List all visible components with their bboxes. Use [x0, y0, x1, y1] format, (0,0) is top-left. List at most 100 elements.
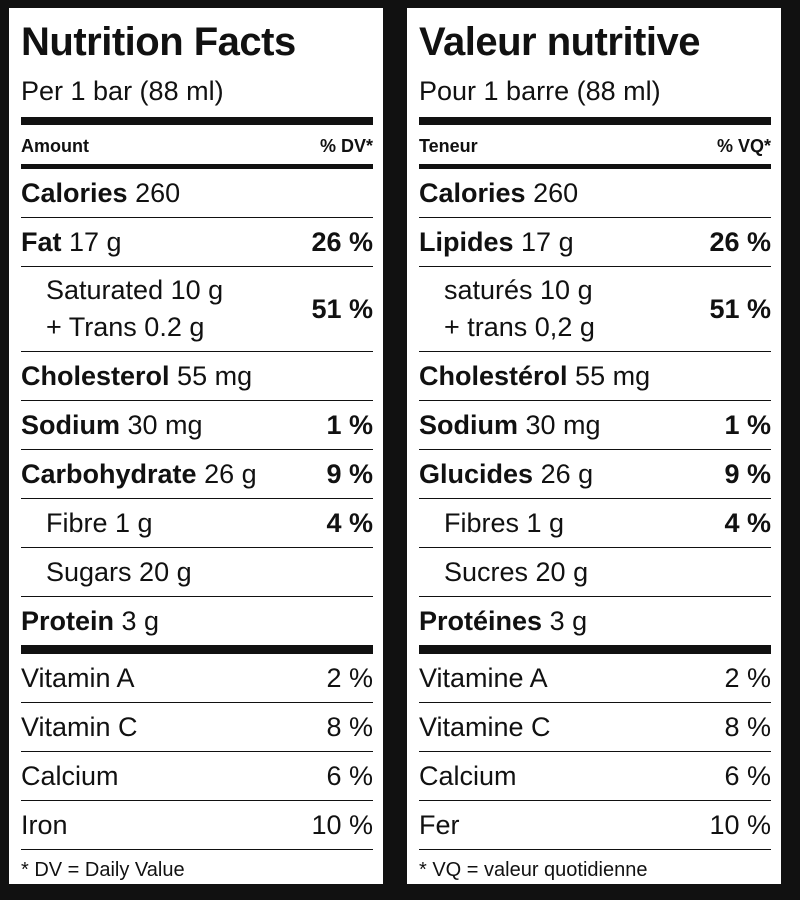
fibre-dv: 4 %	[724, 508, 771, 538]
carbohydrate-label: Carbohydrate	[21, 459, 197, 489]
sugars-row: Sugars 20 g	[21, 548, 373, 597]
fibre-dv: 4 %	[326, 508, 373, 538]
vitamin-name: Calcium	[21, 761, 119, 791]
cholesterol-label: Cholestérol	[419, 361, 568, 391]
carbohydrate-text: Carbohydrate 26 g	[21, 459, 257, 490]
calories-value: 260	[135, 178, 181, 208]
fat-amount: 17 g	[521, 227, 574, 257]
fibre-line: Fibres 1 g	[444, 508, 565, 538]
percent-dv-header: % VQ*	[716, 136, 771, 156]
vitamin-row: Vitamine A 2 %	[419, 654, 771, 703]
serving-size: Pour 1 barre (88 ml)	[419, 76, 661, 106]
sodium-amount: 30 mg	[525, 410, 601, 440]
amount-header: Amount	[21, 136, 89, 156]
carbohydrate-row: Carbohydrate 26 g 9 %	[21, 450, 373, 499]
saturated-trans-dv: 51 %	[709, 294, 771, 324]
vitamin-name: Vitamine A	[419, 663, 548, 693]
vitamin-row: Fer 10 %	[419, 801, 771, 850]
trans-line: + trans 0,2 g	[444, 312, 595, 342]
footnote: * DV = Daily Value	[21, 859, 185, 881]
sodium-amount: 30 mg	[127, 410, 203, 440]
protein-amount: 3 g	[121, 606, 160, 636]
vitamin-row: Iron 10 %	[21, 801, 373, 850]
percent-dv-header: % DV*	[319, 136, 373, 156]
sodium-row: Sodium 30 mg 1 %	[21, 401, 373, 450]
carbohydrate-dv: 9 %	[724, 459, 771, 489]
cholesterol-amount: 55 mg	[177, 361, 253, 391]
cholesterol-amount: 55 mg	[575, 361, 651, 391]
cholesterol-label: Cholesterol	[21, 361, 170, 391]
sodium-dv: 1 %	[326, 410, 373, 440]
medium-divider	[21, 164, 373, 169]
fat-row: Fat 17 g 26 %	[21, 218, 373, 267]
vitamin-name: Vitamine C	[419, 712, 551, 742]
sodium-row: Sodium 30 mg 1 %	[419, 401, 771, 450]
vitamin-row: Vitamine C 8 %	[419, 703, 771, 752]
thick-divider	[21, 117, 373, 125]
fat-dv: 26 %	[311, 227, 373, 257]
column-header: Amount % DV*	[21, 133, 373, 159]
saturated-trans-dv: 51 %	[311, 294, 373, 324]
saturated-trans-row: saturés 10 g + trans 0,2 g 51 %	[419, 267, 771, 352]
vitamin-name: Vitamin C	[21, 712, 138, 742]
carbohydrate-amount: 26 g	[540, 459, 594, 489]
vitamin-dv: 6 %	[724, 761, 771, 791]
panel-title: Valeur nutritive	[419, 20, 700, 64]
protein-row: Protéines 3 g	[419, 597, 771, 645]
cholesterol-text: Cholestérol 55 mg	[419, 361, 650, 392]
vitamin-dv: 10 %	[311, 810, 373, 840]
vitamin-name: Calcium	[419, 761, 517, 791]
sodium-label: Sodium	[21, 410, 120, 440]
heavy-divider	[21, 645, 373, 654]
vitamin-name: Vitamin A	[21, 663, 135, 693]
carbohydrate-text: Glucides 26 g	[419, 459, 593, 490]
sodium-dv: 1 %	[724, 410, 771, 440]
vitamin-dv: 2 %	[326, 663, 373, 693]
vitamin-row: Vitamin A 2 %	[21, 654, 373, 703]
fibre-line: Fibre 1 g	[46, 508, 153, 538]
sugars-line: Sugars 20 g	[46, 557, 192, 587]
vitamin-dv: 8 %	[326, 712, 373, 742]
protein-row: Protein 3 g	[21, 597, 373, 645]
saturated-line: saturés 10 g	[444, 275, 593, 305]
cholesterol-text: Cholesterol 55 mg	[21, 361, 252, 392]
saturated-line: Saturated 10 g	[46, 275, 224, 305]
vitamin-row: Vitamin C 8 %	[21, 703, 373, 752]
trans-line: + Trans 0.2 g	[46, 312, 205, 342]
footnote: * VQ = valeur quotidienne	[419, 859, 648, 881]
sugars-row: Sucres 20 g	[419, 548, 771, 597]
vitamin-dv: 2 %	[724, 663, 771, 693]
heavy-divider	[419, 645, 771, 654]
protein-label: Protein	[21, 606, 115, 636]
serving-size: Per 1 bar (88 ml)	[21, 76, 224, 106]
column-header: Teneur % VQ*	[419, 133, 771, 159]
calories-text: Calories 260	[419, 178, 578, 209]
calories-value: 260	[533, 178, 579, 208]
fat-amount: 17 g	[69, 227, 122, 257]
carbohydrate-row: Glucides 26 g 9 %	[419, 450, 771, 499]
fat-label: Fat	[21, 227, 62, 257]
sodium-text: Sodium 30 mg	[419, 410, 601, 441]
carbohydrate-label: Glucides	[419, 459, 534, 489]
fat-dv: 26 %	[709, 227, 771, 257]
sodium-text: Sodium 30 mg	[21, 410, 203, 441]
vitamin-row: Calcium 6 %	[419, 752, 771, 801]
sodium-label: Sodium	[419, 410, 518, 440]
fat-text: Fat 17 g	[21, 227, 122, 258]
saturated-trans-row: Saturated 10 g + Trans 0.2 g 51 %	[21, 267, 373, 352]
vitamin-dv: 6 %	[326, 761, 373, 791]
vitamin-row: Calcium 6 %	[21, 752, 373, 801]
fibre-row: Fibres 1 g 4 %	[419, 499, 771, 548]
carbohydrate-dv: 9 %	[326, 459, 373, 489]
vitamin-dv: 8 %	[724, 712, 771, 742]
protein-label: Protéines	[419, 606, 543, 636]
calories-row: Calories 260	[419, 169, 771, 218]
vitamin-name: Iron	[21, 810, 68, 840]
calories-label: Calories	[419, 178, 526, 208]
cholesterol-row: Cholestérol 55 mg	[419, 352, 771, 401]
fat-label: Lipides	[419, 227, 514, 257]
cholesterol-row: Cholesterol 55 mg	[21, 352, 373, 401]
calories-label: Calories	[21, 178, 128, 208]
fibre-row: Fibre 1 g 4 %	[21, 499, 373, 548]
calories-text: Calories 260	[21, 178, 180, 209]
